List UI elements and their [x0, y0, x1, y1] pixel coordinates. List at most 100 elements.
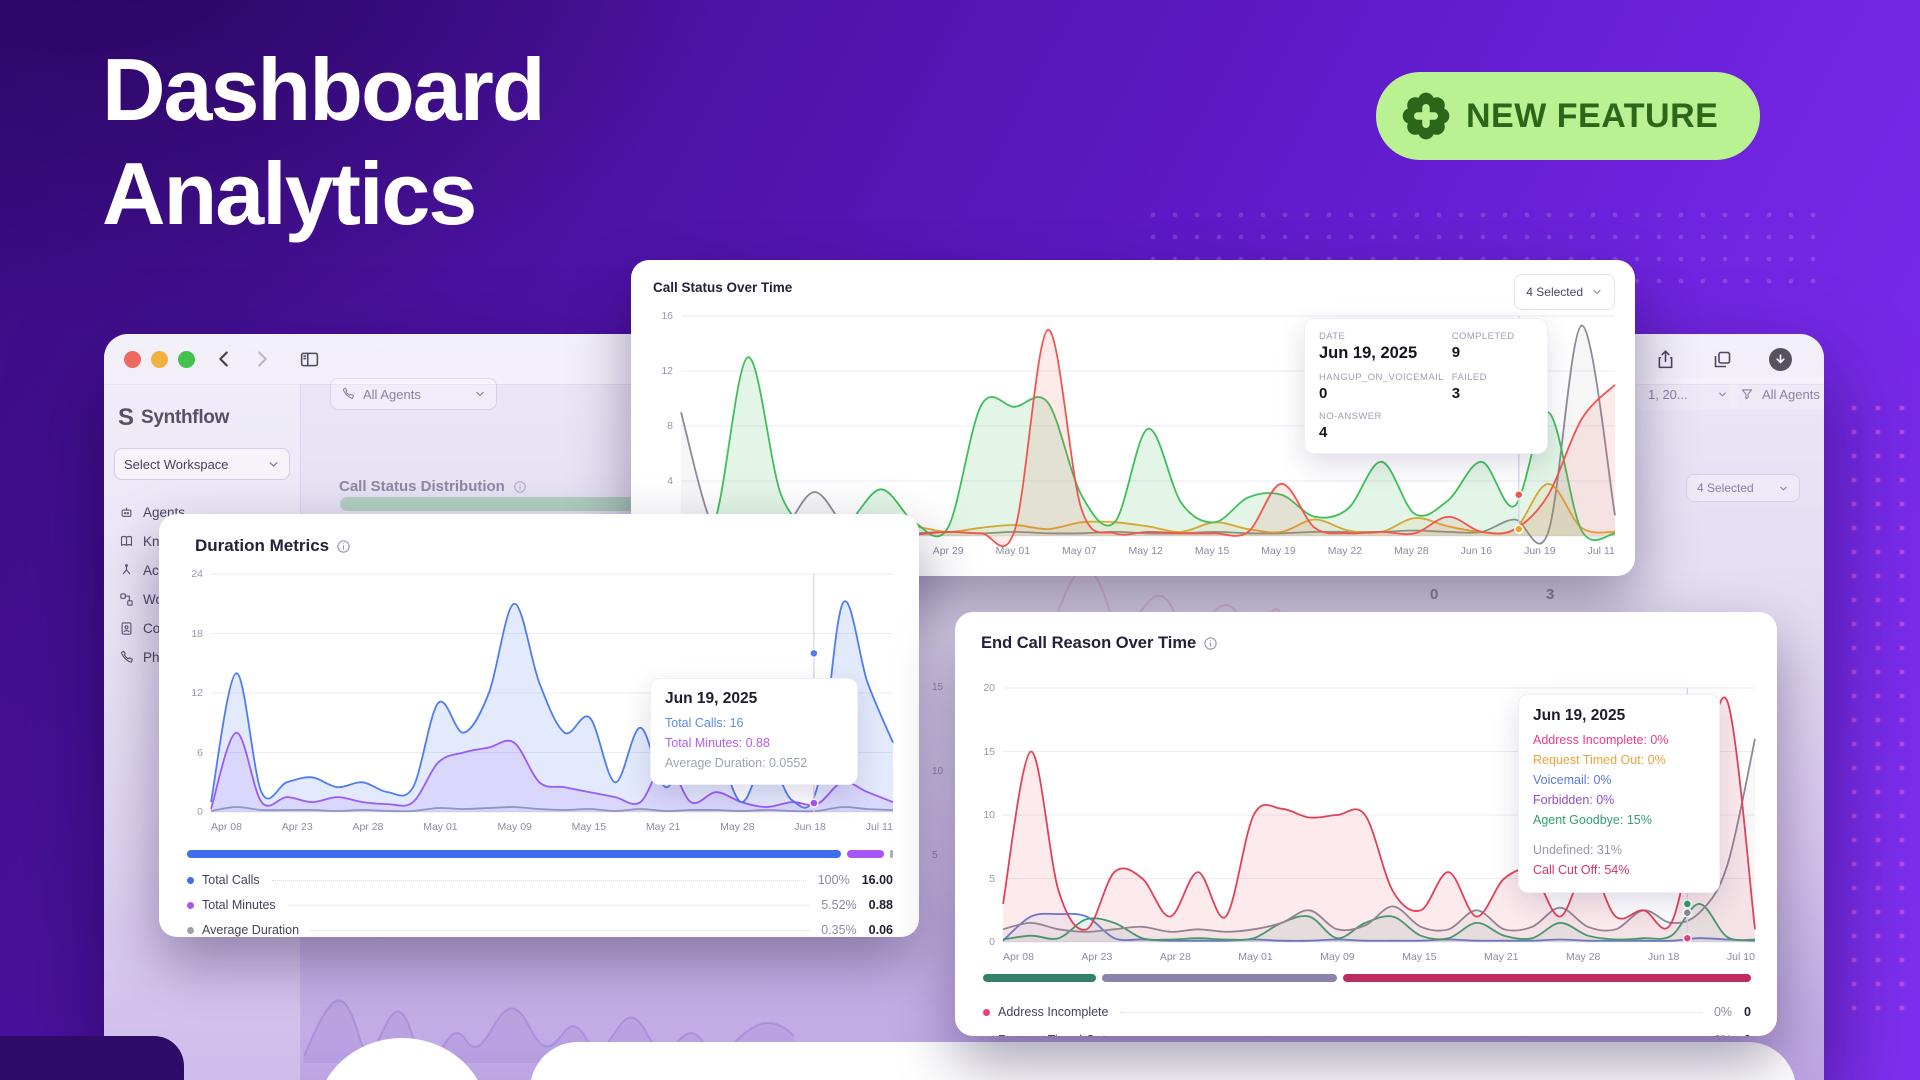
x-tick-label: May 09 — [497, 821, 532, 833]
share-icon[interactable] — [1655, 349, 1676, 370]
duration-tooltip: Jun 19, 2025 Total Calls: 16 Total Minute… — [650, 678, 858, 785]
legend-leader — [311, 929, 810, 931]
x-tick-label: May 01 — [1238, 951, 1273, 963]
legend-row-request-timed-out[interactable]: Request Timed Out 0% 0 — [983, 1030, 1751, 1036]
y-tick-label: 12 — [191, 687, 203, 699]
workspace-selector-label: Select Workspace — [124, 456, 229, 472]
x-tick-label: May 28 — [720, 821, 755, 833]
tooltip-row: Average Duration: 0.0552 — [665, 756, 808, 770]
forward-button[interactable] — [251, 348, 273, 370]
legend-label: Average Duration — [202, 923, 300, 937]
y-tick-label: 12 — [661, 365, 673, 377]
synthflow-logo-icon: S — [118, 404, 135, 431]
back-button[interactable] — [213, 348, 235, 370]
zoom-window-button[interactable] — [178, 350, 195, 368]
close-window-button[interactable] — [124, 350, 141, 368]
download-button[interactable] — [1769, 347, 1792, 371]
x-tick-label: May 28 — [1565, 951, 1601, 963]
x-tick-label: Jul 10 — [1726, 951, 1755, 963]
tooltip-date: Jun 19, 2025 — [1533, 707, 1626, 724]
robot-icon — [119, 505, 134, 520]
x-tick-label: Jul 11 — [865, 821, 893, 833]
legend-dot — [187, 876, 194, 884]
end-call-reason-card-title: End Call Reason Over Time — [981, 634, 1218, 653]
chevron-down-icon — [1591, 286, 1603, 298]
legend-row-address-incomplete[interactable]: Address Incomplete 0% 0 — [983, 1002, 1751, 1022]
y-tick-label: 0 — [197, 806, 203, 818]
call-status-tooltip: DATE Jun 19, 2025 COMPLETED 9 HANGUP_ON_VOIC… — [1304, 318, 1548, 454]
y-tick-label: 10 — [983, 809, 995, 821]
legend-row-average-duration[interactable]: Average Duration 0.35% 0.06 — [187, 920, 893, 940]
all-agents-filter[interactable]: All Agents — [330, 378, 497, 410]
x-tick-label: May 07 — [1062, 545, 1097, 557]
filter-funnel-icon — [1740, 387, 1754, 401]
progress-segment — [889, 850, 893, 858]
end-call-tooltip: Jun 19, 2025 Address Incomplete: 0% Reque… — [1518, 694, 1720, 893]
legend-row-total-minutes[interactable]: Total Minutes 5.52% 0.88 — [187, 895, 893, 915]
x-tick-label: May 22 — [1327, 545, 1363, 557]
info-icon — [513, 480, 527, 494]
tooltip-field-date: DATE Jun 19, 2025 — [1319, 331, 1418, 362]
chevron-down-icon — [1778, 483, 1789, 494]
x-tick-label: May 12 — [1128, 545, 1163, 557]
series-select-dropdown[interactable]: 4 Selected — [1514, 274, 1615, 310]
sidebar-toggle-icon[interactable] — [299, 349, 320, 370]
tooltip-row: Address Incomplete: 0% — [1533, 733, 1669, 747]
progress-segment — [847, 850, 884, 858]
legend-percent: 100% — [817, 873, 850, 887]
legend-leader — [271, 879, 806, 881]
new-feature-badge-label: NEW FEATURE — [1466, 96, 1719, 135]
date-range-filter-label: 1, 20... — [1648, 386, 1688, 402]
info-icon — [1203, 636, 1218, 651]
series-select-label: 4 Selected — [1526, 285, 1583, 299]
duplicate-tab-icon[interactable] — [1712, 349, 1733, 370]
minimize-window-button[interactable] — [151, 350, 168, 368]
legend-value: 16.00 — [861, 873, 893, 887]
tooltip-row: Voicemail: 0% — [1533, 773, 1612, 787]
legend-label: Address Incomplete — [998, 1005, 1109, 1019]
x-tick-label: Apr 08 — [1003, 951, 1034, 963]
page-title-line2: Analytics — [102, 143, 477, 243]
y-tick-label: 20 — [983, 682, 995, 694]
x-tick-label: May 01 — [423, 821, 458, 833]
tooltip-field-hangup_on_voicemail: HANGUP_ON_VOICEMAIL 0 — [1319, 372, 1444, 402]
workflow-icon — [119, 592, 134, 607]
call-status-distribution-title: Call Status Distribution — [339, 478, 527, 495]
bottom-panel-shape — [530, 1042, 1796, 1080]
x-tick-label: Apr 28 — [352, 821, 384, 833]
x-tick-label: Jun 18 — [794, 821, 826, 833]
end-call-reason-card: End Call Reason Over Time 20 15 10 5 0 Apr 08… — [955, 612, 1777, 1036]
synthflow-logo-text: Synthflow — [141, 407, 230, 428]
tooltip-field-completed: COMPLETED 9 — [1451, 331, 1515, 361]
y-tick-label: 16 — [661, 310, 673, 322]
workspace-selector[interactable]: Select Workspace — [114, 448, 290, 480]
phone-filter-icon — [341, 387, 355, 401]
progress-segment — [983, 974, 1097, 982]
legend-percent: 5.52% — [821, 898, 857, 912]
tooltip-field-failed: FAILED 3 — [1451, 372, 1487, 402]
traffic-lights — [124, 350, 195, 368]
chevron-down-icon — [267, 458, 280, 471]
tooltip-date: Jun 19, 2025 — [665, 690, 758, 707]
contacts-icon — [119, 621, 134, 636]
legend-label: Total Minutes — [202, 898, 276, 912]
date-range-filter[interactable]: 1, 20... — [1637, 378, 1739, 410]
right-agents-filter[interactable]: All Agents — [1729, 378, 1824, 410]
call-status-card-title: Call Status Over Time — [653, 280, 793, 295]
x-tick-label: May 09 — [1320, 951, 1355, 963]
x-tick-label: Jun 19 — [1524, 545, 1556, 557]
legend-row-total-calls[interactable]: Total Calls 100% 16.00 — [187, 870, 893, 890]
tooltip-row: Call Cut Off: 54% — [1533, 863, 1630, 877]
x-tick-label: Jul 11 — [1587, 545, 1615, 557]
x-tick-label: May 21 — [1484, 951, 1519, 963]
x-tick-label: Jun 16 — [1460, 545, 1493, 557]
tooltip-row: Total Minutes: 0.88 — [665, 736, 770, 750]
tooltip-row: Undefined: 31% — [1533, 843, 1622, 857]
tooltip-row: Request Timed Out: 0% — [1533, 753, 1666, 767]
y-tick-label: 18 — [191, 627, 203, 640]
background-selected-chip[interactable]: 4 Selected — [1686, 474, 1800, 502]
legend-value: 0.06 — [868, 923, 893, 937]
x-tick-label: May 01 — [995, 545, 1031, 557]
x-tick-label: May 15 — [1194, 545, 1230, 557]
